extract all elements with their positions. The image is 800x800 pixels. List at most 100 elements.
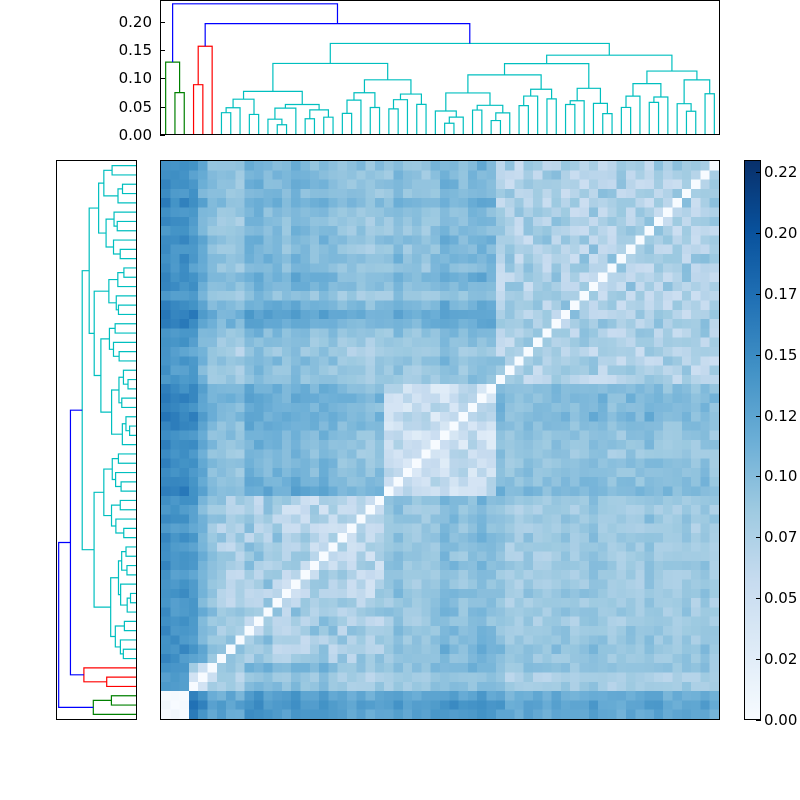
heatmap-cell [319,663,329,674]
heatmap-cell [598,254,608,264]
heatmap-cell [663,374,674,385]
heatmap-cell [291,560,302,571]
heatmap-cell [607,616,618,627]
heatmap-cell [430,681,441,692]
heatmap-cell [616,337,627,348]
dendrogram-link [58,541,94,708]
heatmap-cell [672,309,683,320]
heatmap-cell [691,393,701,404]
heatmap-cell [337,412,348,422]
heatmap-cell [542,458,553,469]
heatmap-cell [560,179,571,190]
heatmap-cell [533,207,543,218]
heatmap-cell [477,188,488,199]
heatmap-cell [514,560,525,571]
heatmap-cell [374,598,385,608]
heatmap-cell [365,337,376,348]
heatmap-cell [309,300,320,311]
heatmap-cell [216,570,227,581]
heatmap-cell [421,300,432,311]
heatmap-cell [449,700,460,711]
heatmap-cell [477,179,488,190]
heatmap-cell [514,263,525,274]
heatmap-cell [412,421,422,432]
heatmap-cell [179,449,190,460]
heatmap-cell [328,598,339,608]
heatmap-cell [458,486,469,497]
heatmap-cell [635,588,646,599]
heatmap-cell [347,542,357,553]
heatmap-cell [226,263,236,274]
heatmap-cell [514,626,525,636]
heatmap-cell [505,300,515,311]
heatmap-cell [700,533,711,543]
heatmap-cell [588,421,599,432]
heatmap-cell [523,570,534,581]
heatmap-cell [681,663,692,674]
heatmap-cell [653,374,664,385]
heatmap-cell [356,207,367,218]
heatmap-cell [402,254,413,264]
heatmap-cell [384,430,395,441]
heatmap-cell [616,272,627,283]
heatmap-cell [374,486,385,497]
heatmap-cell [700,216,711,227]
heatmap-cell [644,449,655,460]
dendrogram-link [121,397,136,409]
heatmap-cell [161,226,171,236]
heatmap-cell [365,588,376,599]
heatmap-cell [700,495,711,506]
heatmap-cell [161,467,171,478]
heatmap-cell [309,319,320,329]
heatmap-cell [514,691,525,701]
heatmap-cell [161,477,171,488]
heatmap-cell [533,598,543,608]
heatmap-cell [309,226,320,236]
heatmap-cell [653,570,664,581]
heatmap-cell [226,170,236,181]
heatmap-cell [421,458,432,469]
heatmap-cell [449,588,460,599]
heatmap-cell [170,281,181,292]
heatmap-cell [291,598,302,608]
heatmap-cell [467,579,478,590]
heatmap-cell [319,188,329,199]
heatmap-cell [635,467,646,478]
heatmap-cell [328,514,339,525]
heatmap-cell [179,440,190,450]
heatmap-cell [458,598,469,608]
heatmap-cell [681,579,692,590]
heatmap-cell [691,533,701,543]
heatmap-cell [170,328,181,339]
heatmap-cell [272,179,283,190]
heatmap-cell [374,449,385,460]
heatmap-cell [412,551,422,562]
heatmap-cell [533,663,543,674]
heatmap-cell [226,635,236,646]
heatmap-cell [681,635,692,646]
heatmap-cell [672,300,683,311]
heatmap-cell [570,328,581,339]
heatmap-cell [681,365,692,376]
colorbar-tick [756,415,761,417]
heatmap-cell [421,579,432,590]
heatmap-cell [440,328,450,339]
heatmap-cell [653,709,664,719]
heatmap-cell [440,653,450,664]
heatmap-cell [440,198,450,209]
heatmap-cell [170,505,181,515]
heatmap-cell [449,235,460,246]
heatmap-cell [672,281,683,292]
heatmap-cell [402,179,413,190]
heatmap-cell [551,356,562,367]
dendrogram-link [329,42,610,64]
heatmap-cell [681,672,692,683]
dendrogram-link [225,107,241,134]
heatmap-cell [384,486,395,497]
dendrogram-link [523,95,539,134]
heatmap-cell [412,226,422,236]
heatmap-cell [514,161,525,171]
heatmap-cell [347,514,357,525]
heatmap-cell [384,635,395,646]
heatmap-cell [430,598,441,608]
